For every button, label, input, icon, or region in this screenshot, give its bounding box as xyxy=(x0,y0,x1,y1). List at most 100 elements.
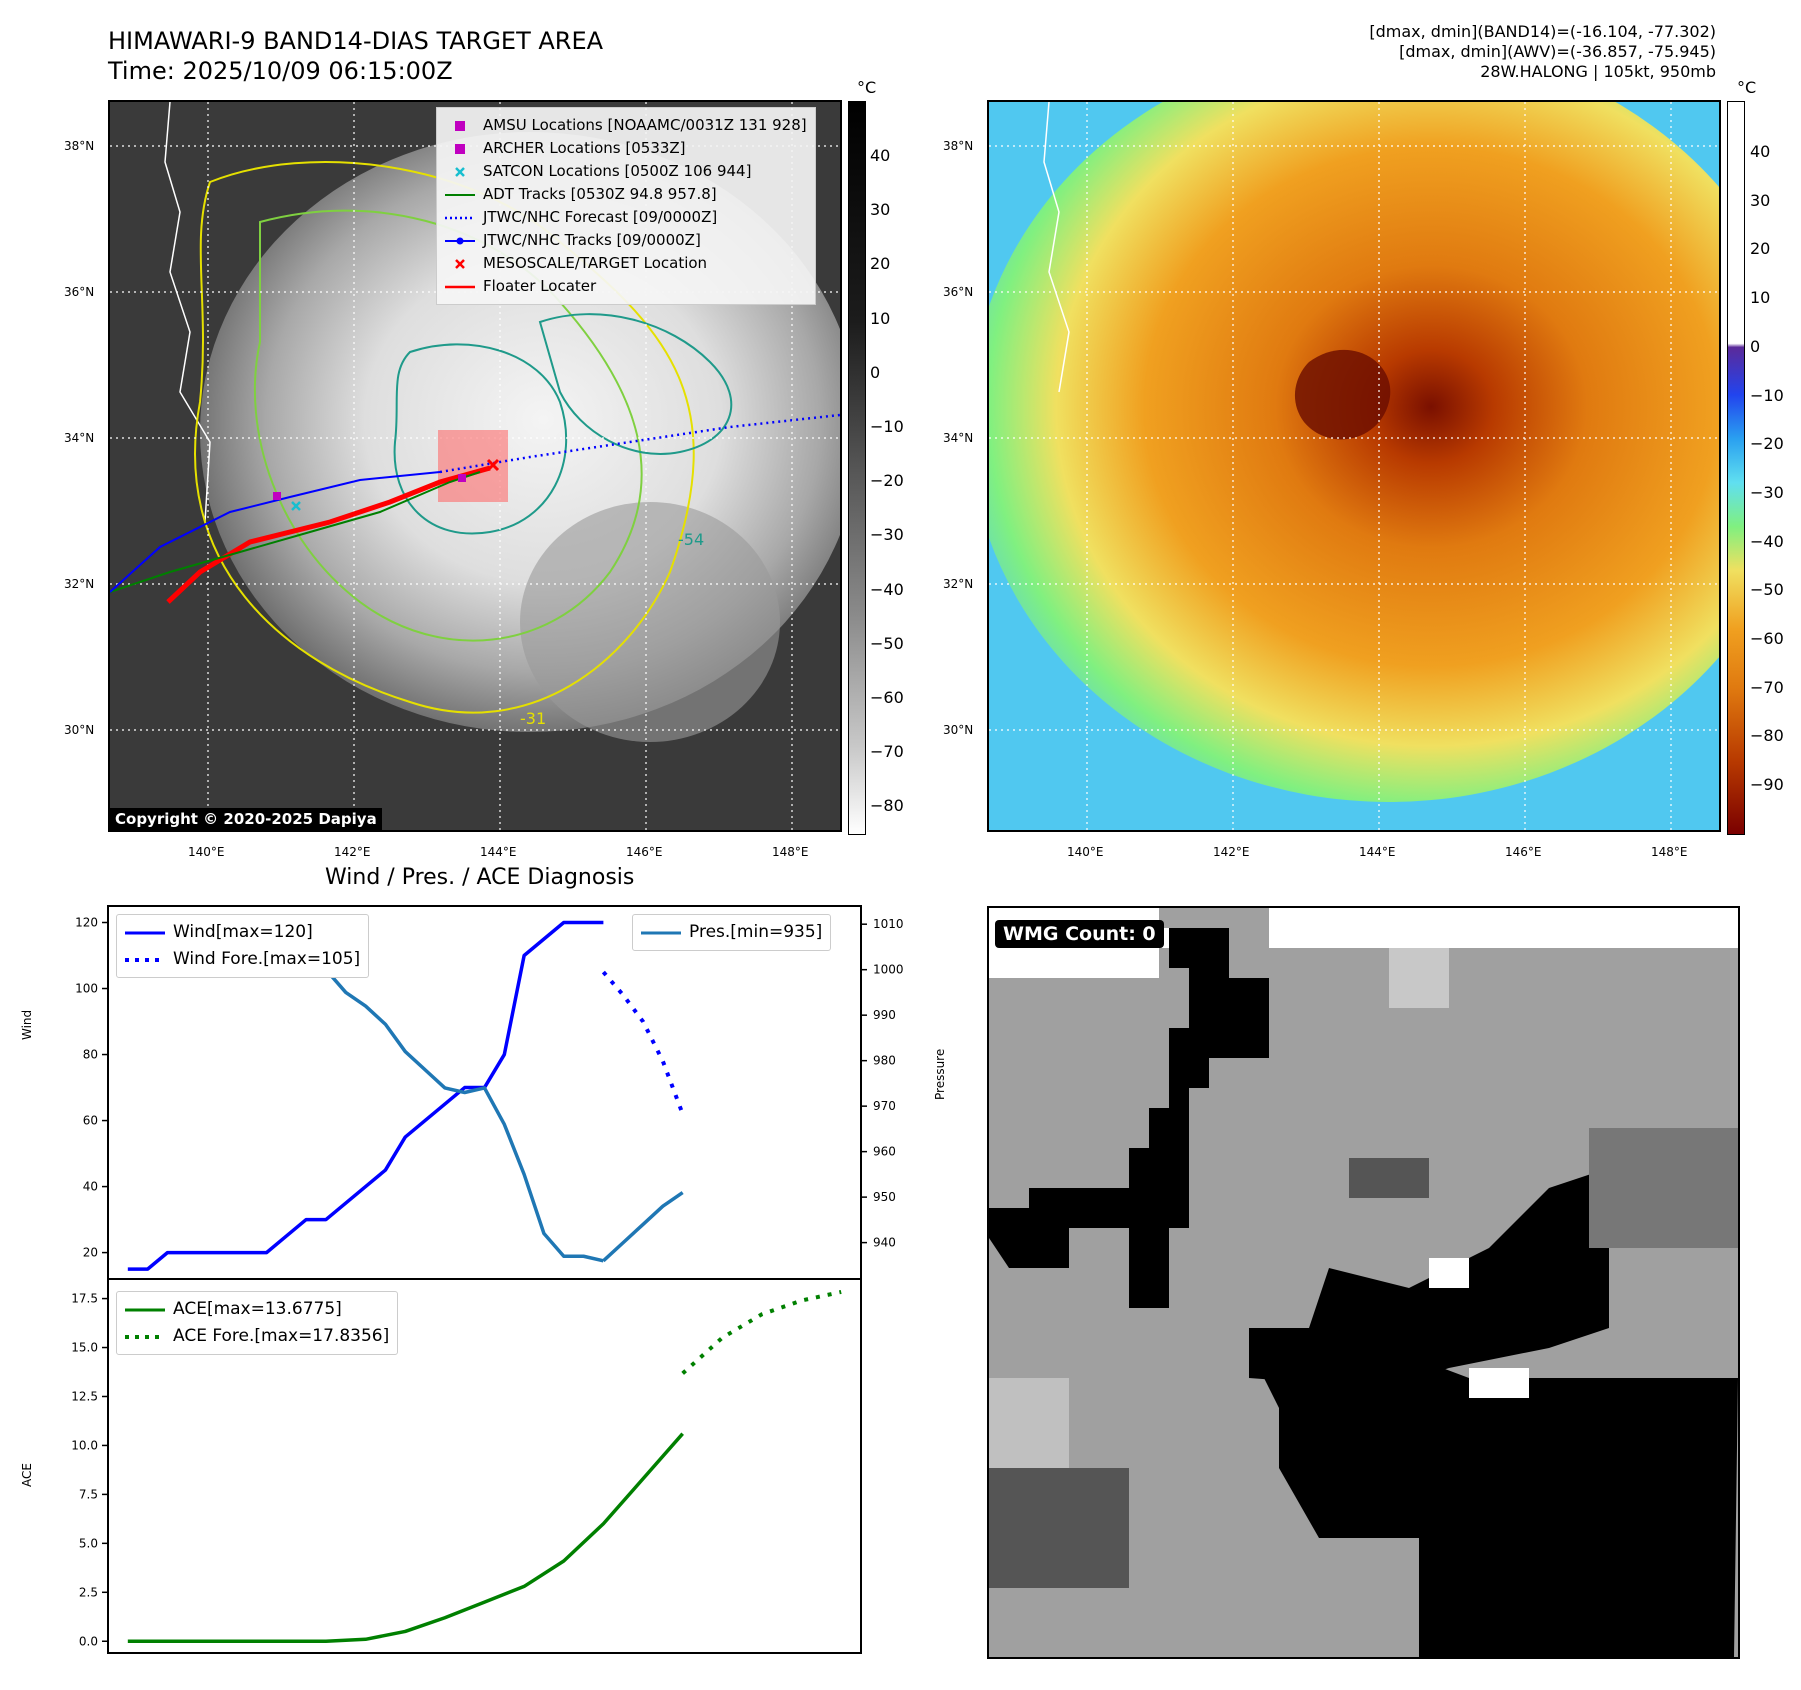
legend-item: Wind Fore.[max=105] xyxy=(125,946,360,973)
color-colorbar xyxy=(1727,101,1745,835)
ace-series-line-0 xyxy=(127,1432,684,1644)
wmg-image xyxy=(989,908,1738,1657)
series-line-0 xyxy=(127,920,604,1271)
lat-label: 34°N xyxy=(64,431,95,445)
ace-y-tick-label: 5.0 xyxy=(79,1536,98,1550)
legend-item: SATCON Locations [0500Z 106 944] xyxy=(445,160,807,183)
colorbar-tick: 0 xyxy=(1750,336,1761,356)
colorbar-tick: −50 xyxy=(1750,580,1784,600)
storm-info: 28W.HALONG | 105kt, 950mb xyxy=(1480,62,1716,81)
ace-y-tick-label: 17.5 xyxy=(71,1292,98,1306)
y-tick-label: 120 xyxy=(75,916,98,930)
lon-label: 140°E xyxy=(1067,845,1104,859)
adt-track xyxy=(110,471,481,593)
target-x-marker xyxy=(486,458,500,472)
lon-label: 144°E xyxy=(480,845,517,859)
contour-label: -54 xyxy=(678,530,704,549)
lon-label: 140°E xyxy=(188,845,225,859)
colorbar-tick: −80 xyxy=(1750,726,1784,746)
y-right-tick-label: 980 xyxy=(873,1054,896,1068)
copyright-label: Copyright © 2020-2025 Dapiya xyxy=(110,808,382,830)
amsu-marker xyxy=(458,474,466,482)
lon-label: 142°E xyxy=(1213,845,1250,859)
lat-label: 32°N xyxy=(943,577,974,591)
solid-line-icon xyxy=(125,931,165,934)
target-box xyxy=(438,430,508,502)
figure-title: HIMAWARI-9 BAND14-DIAS TARGET AREA xyxy=(108,27,604,55)
lon-label: 148°E xyxy=(772,845,809,859)
colorbar-tick: 30 xyxy=(1750,190,1771,210)
y-right-tick-label: 940 xyxy=(873,1236,896,1250)
lat-label: 34°N xyxy=(943,431,974,445)
colorbar-tick: 20 xyxy=(1750,239,1771,259)
figure-time: Time: 2025/10/09 06:15:00Z xyxy=(108,57,453,85)
colorbar-tick: −10 xyxy=(1750,385,1784,405)
colorbar-tick: 0 xyxy=(870,362,881,382)
colorbar-tick: −20 xyxy=(870,471,904,491)
colorbar-tick: 40 xyxy=(1750,142,1771,161)
lat-label: 32°N xyxy=(64,577,95,591)
ace-axes xyxy=(107,1278,862,1654)
colorbar-tick: −80 xyxy=(870,796,904,816)
series-line-1 xyxy=(601,970,685,1115)
legend-item: Pres.[min=935] xyxy=(641,919,822,946)
colorbar-tick: −40 xyxy=(870,579,904,599)
y-right-tick-label: 970 xyxy=(873,1099,896,1113)
map-gridlines xyxy=(989,102,1719,830)
lon-label: 146°E xyxy=(1505,845,1542,859)
colorbar-unit: °C xyxy=(857,78,877,97)
colorbar-tick: −90 xyxy=(1750,775,1784,795)
colorbar-tick: −70 xyxy=(870,742,904,762)
awv-map-panel xyxy=(987,100,1721,832)
legend-item: ADT Tracks [0530Z 94.8 957.8] xyxy=(445,183,807,206)
x-marker-icon xyxy=(455,258,465,269)
dotted-line-icon xyxy=(125,1334,165,1339)
lon-label: 144°E xyxy=(1359,845,1396,859)
lon-label: 146°E xyxy=(626,845,663,859)
satcon-x-marker xyxy=(291,501,301,511)
archer-marker xyxy=(273,492,281,500)
x-marker-icon xyxy=(455,166,465,177)
lon-label: 142°E xyxy=(334,845,371,859)
legend-item: JTWC/NHC Tracks [09/0000Z] xyxy=(445,229,807,252)
coastline xyxy=(164,102,211,523)
y-right-tick-label: 960 xyxy=(873,1145,896,1159)
lat-label: 36°N xyxy=(64,285,95,299)
colorbar-unit: °C xyxy=(1737,78,1757,97)
ace-y-tick-label: 12.5 xyxy=(71,1389,98,1403)
legend-item: Floater Locater xyxy=(445,275,807,298)
y-right-tick-label: 1000 xyxy=(873,963,904,977)
ace-y-tick-label: 15.0 xyxy=(71,1341,98,1355)
line-dot-icon xyxy=(445,237,475,244)
colorbar-tick: −40 xyxy=(1750,531,1784,551)
y-tick-label: 80 xyxy=(83,1048,98,1062)
contour-label: -31 xyxy=(520,709,546,728)
lat-label: 30°N xyxy=(64,723,95,737)
lat-label: 38°N xyxy=(943,139,974,153)
legend-item: ARCHER Locations [0533Z] xyxy=(445,137,807,160)
colorbar-tick: 10 xyxy=(870,308,891,328)
colorbar-tick: −10 xyxy=(870,417,904,436)
map-legend: AMSU Locations [NOAAMC/0031Z 131 928] AR… xyxy=(436,107,816,305)
colorbar-tick: −30 xyxy=(870,525,904,545)
lon-label: 148°E xyxy=(1651,845,1688,859)
colorbar-tick: 10 xyxy=(1750,288,1771,308)
solid-line-icon xyxy=(445,193,475,196)
grayscale-colorbar xyxy=(848,101,866,835)
lat-label: 36°N xyxy=(943,285,974,299)
pressure-legend: Pres.[min=935] xyxy=(632,914,832,951)
wmg-count-badge: WMG Count: 0 xyxy=(995,920,1164,948)
y-tick-label: 20 xyxy=(83,1246,98,1260)
square-marker-icon xyxy=(455,143,465,154)
y-tick-label: 40 xyxy=(83,1180,98,1194)
jtwc-track xyxy=(110,471,441,593)
lat-label: 38°N xyxy=(64,139,95,153)
wind-legend: Wind[max=120] Wind Fore.[max=105] xyxy=(116,914,370,978)
ace-series-line-1 xyxy=(681,1289,842,1375)
awv-map-image xyxy=(989,102,1719,830)
colorbar-tick: −50 xyxy=(870,633,904,653)
legend-item: AMSU Locations [NOAAMC/0031Z 131 928] xyxy=(445,114,807,137)
dotted-line-icon xyxy=(445,216,475,219)
solid-line-icon xyxy=(445,285,475,288)
